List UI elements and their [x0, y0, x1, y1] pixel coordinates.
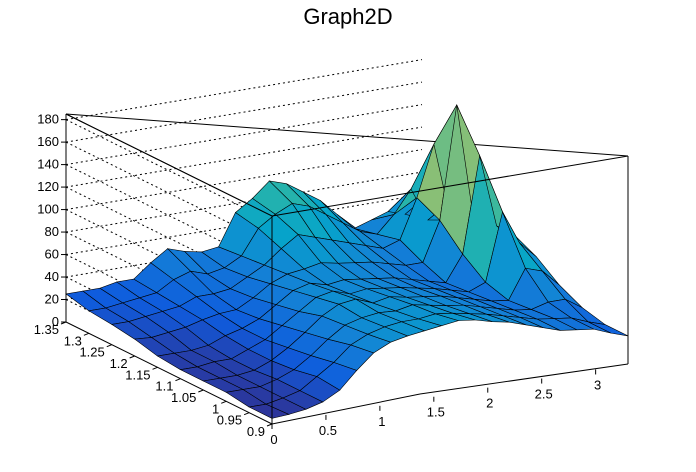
- y-tick: [152, 366, 158, 370]
- z-tick-label: 180: [37, 112, 59, 127]
- y-tick-label: 1: [212, 401, 219, 416]
- x-tick-label: 0: [270, 432, 277, 447]
- axis-x-line-front: [271, 393, 421, 425]
- y-tick: [175, 378, 181, 382]
- grid-line-side: [65, 119, 273, 223]
- z-tick-label: 160: [37, 134, 59, 149]
- y-tick-label: 1.15: [125, 367, 150, 382]
- y-tick: [83, 332, 90, 336]
- y-tick-label: 1.1: [155, 379, 173, 394]
- z-tick-label: 20: [45, 292, 59, 307]
- front-edge-top: [271, 155, 629, 217]
- z-tick-label: 80: [45, 224, 59, 239]
- top-edge-left: [65, 113, 273, 217]
- grid-line-back: [65, 81, 423, 143]
- axis-y-line: [65, 321, 273, 425]
- x-tick-label: 3: [594, 377, 601, 392]
- grid-line-back: [65, 104, 423, 166]
- axis-x-line: [419, 363, 629, 395]
- z-tick-label: 140: [37, 157, 59, 172]
- y-tick: [106, 344, 112, 348]
- z-tick-label: 60: [45, 247, 59, 262]
- y-tick-label: 1.25: [79, 345, 104, 360]
- x-tick-label: 2.5: [535, 387, 553, 402]
- z-tick-label: 100: [37, 202, 59, 217]
- y-tick: [198, 389, 204, 393]
- surface-cell: [588, 321, 629, 337]
- x-tick-label: 2: [486, 396, 493, 411]
- x-tick-label: 1: [378, 414, 385, 429]
- back-edge-top: [65, 113, 629, 157]
- y-tick: [266, 423, 273, 427]
- y-tick: [60, 321, 67, 325]
- y-tick: [129, 355, 135, 359]
- y-tick-label: 1.2: [110, 356, 128, 371]
- y-tick-label: 1.05: [171, 390, 196, 405]
- grid-line-back: [65, 59, 423, 121]
- y-tick-label: 0.9: [247, 424, 265, 439]
- x-tick-label: 1.5: [427, 405, 445, 420]
- z-tick-label: 0: [52, 314, 59, 329]
- z-tick-label: 120: [37, 179, 59, 194]
- grid-line-back: [65, 126, 423, 188]
- x-tick-label: 0.5: [319, 423, 337, 438]
- z-tick-label: 40: [45, 269, 59, 284]
- grid-line-back: [65, 149, 423, 211]
- y-tick: [221, 400, 227, 404]
- y-tick: [243, 412, 250, 416]
- y-tick-label: 1.35: [34, 322, 59, 337]
- y-tick-label: 0.95: [217, 413, 242, 428]
- y-tick-label: 1.3: [64, 333, 82, 348]
- chart-title: Graph2D: [303, 4, 393, 29]
